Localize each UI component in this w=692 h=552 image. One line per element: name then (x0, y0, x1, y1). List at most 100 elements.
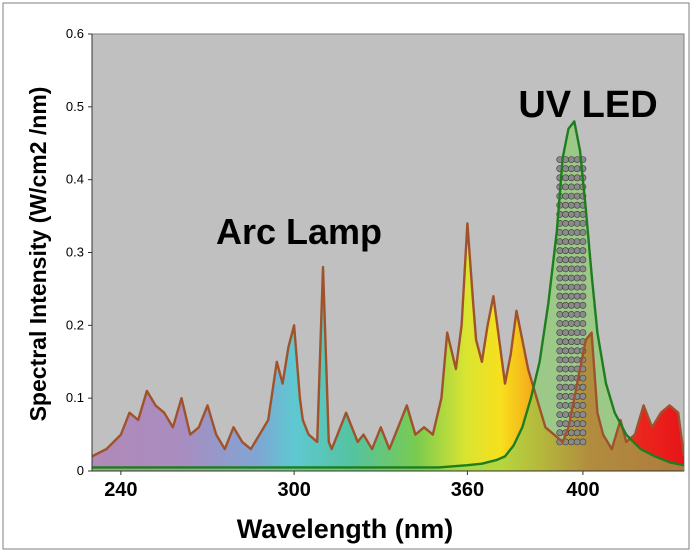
led-dot (573, 165, 581, 173)
led-dot (568, 347, 575, 355)
led-dot (562, 320, 569, 327)
led-dot (573, 292, 581, 300)
led-dot (579, 420, 587, 428)
y-axis-label: Spectral Intensity (W/cm2 /nm) (25, 87, 51, 422)
led-dot (573, 310, 581, 318)
led-dot (556, 347, 564, 355)
led-dot (579, 301, 587, 309)
led-dot (568, 320, 575, 327)
led-dot (573, 229, 581, 236)
led-dot (556, 238, 564, 245)
y-tick-label: 0.4 (66, 172, 84, 187)
led-dot (573, 247, 581, 255)
led-dot (573, 265, 581, 273)
led-dot (556, 247, 564, 255)
led-dot (556, 392, 564, 400)
led-dot (568, 310, 575, 318)
led-dot (573, 301, 581, 309)
led-dot (579, 383, 587, 391)
led-dot (562, 383, 569, 391)
led-dot (568, 238, 575, 245)
led-dot (562, 356, 569, 364)
led-dot (579, 401, 587, 409)
led-dot (573, 219, 581, 227)
uv-led-dot-array (556, 156, 587, 446)
led-dot (562, 374, 569, 382)
led-dot (556, 283, 564, 291)
led-dot (579, 411, 587, 418)
led-dot (579, 329, 587, 336)
led-dot (573, 201, 581, 209)
led-dot (568, 292, 575, 300)
arc-lamp-line (92, 222, 684, 458)
led-dot (573, 256, 581, 264)
led-dot (562, 238, 569, 245)
led-dot (556, 356, 564, 364)
led-dot (562, 256, 569, 264)
x-tick-label: 240 (104, 479, 137, 501)
led-dot (573, 329, 581, 336)
led-dot (562, 201, 569, 209)
led-dot (562, 301, 569, 309)
led-dot (573, 438, 581, 446)
led-dot (579, 238, 587, 245)
led-dot (556, 374, 564, 382)
led-dot (568, 429, 575, 437)
y-tick-label: 0.1 (66, 390, 84, 405)
led-dot (568, 192, 575, 200)
led-dot (579, 229, 587, 236)
led-dot (573, 356, 581, 364)
led-dot (562, 174, 569, 182)
led-dot (556, 401, 564, 409)
led-dot (573, 156, 581, 163)
led-dot (562, 229, 569, 236)
led-dot (579, 265, 587, 273)
led-dot (568, 283, 575, 291)
led-dot (556, 383, 564, 391)
led-dot (556, 420, 564, 428)
led-dot (573, 411, 581, 418)
led-dot (562, 310, 569, 318)
led-dot (579, 292, 587, 300)
led-dot (579, 274, 587, 282)
led-dot (568, 338, 575, 346)
led-dot (579, 320, 587, 327)
led-dot (573, 183, 581, 191)
led-dot (573, 274, 581, 282)
x-tick-label: 360 (451, 479, 484, 501)
led-dot (568, 219, 575, 227)
y-tick-label: 0 (77, 463, 84, 478)
led-dot (573, 210, 581, 218)
y-tick-label: 0.2 (66, 317, 84, 332)
led-dot (579, 392, 587, 400)
led-dot (562, 401, 569, 409)
led-dot (562, 274, 569, 282)
led-dot (562, 365, 569, 373)
led-dot (562, 165, 569, 173)
led-dot (573, 347, 581, 355)
led-dot (573, 320, 581, 327)
led-dot (568, 438, 575, 446)
y-tick-label: 0.3 (66, 245, 84, 260)
led-dot (562, 192, 569, 200)
led-dot (562, 247, 569, 255)
led-dot (556, 429, 564, 437)
led-dot (568, 356, 575, 364)
y-tick-label: 0.5 (66, 99, 84, 114)
led-dot (556, 365, 564, 373)
annotation-arc-lamp: Arc Lamp (216, 211, 382, 252)
annotation-uv-led: UV LED (518, 84, 657, 126)
led-dot (573, 338, 581, 346)
led-dot (579, 429, 587, 437)
led-dot (568, 374, 575, 382)
led-dot (556, 329, 564, 336)
led-dot (568, 301, 575, 309)
led-dot (579, 283, 587, 291)
led-dot (579, 438, 587, 446)
led-dot (562, 411, 569, 418)
x-axis-label: Wavelength (nm) (237, 514, 454, 544)
led-dot (568, 265, 575, 273)
led-dot (556, 320, 564, 327)
